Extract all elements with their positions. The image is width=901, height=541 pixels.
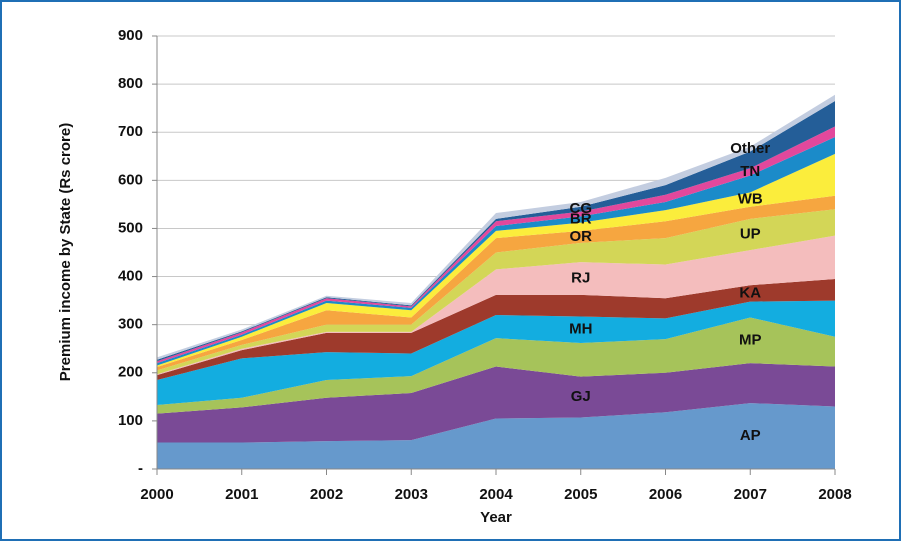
y-tick-label: 600 xyxy=(118,171,143,188)
x-tick-label: 2002 xyxy=(310,486,343,503)
area xyxy=(157,300,835,406)
x-tick-label: 2003 xyxy=(395,486,428,503)
x-tick-label: 2001 xyxy=(225,486,258,503)
area xyxy=(157,363,835,443)
series-label: MH xyxy=(569,321,592,338)
y-tick-label: 300 xyxy=(118,316,143,333)
area xyxy=(157,403,835,469)
series-label: BR xyxy=(570,211,592,228)
x-tick-label: 2000 xyxy=(140,486,173,503)
y-tick-label: 900 xyxy=(118,27,143,44)
x-axis-title: Year xyxy=(480,509,512,526)
series-label: AP xyxy=(740,427,761,444)
series-label: GJ xyxy=(571,388,591,405)
area xyxy=(157,278,835,380)
x-tick-label: 2005 xyxy=(564,486,597,503)
series-label: KA xyxy=(739,284,761,301)
x-tick-label: 2008 xyxy=(818,486,851,503)
series-label: Other xyxy=(730,140,770,157)
y-tick-label: 800 xyxy=(118,75,143,92)
y-tick-label: 500 xyxy=(118,219,143,236)
series-label: CG xyxy=(570,200,593,217)
area xyxy=(157,317,835,414)
x-tick-label: 2007 xyxy=(734,486,767,503)
series-label: WB xyxy=(738,191,763,208)
series-label: TN xyxy=(740,163,760,180)
series-label: MP xyxy=(739,331,762,348)
area xyxy=(157,195,835,371)
y-tick-label: 400 xyxy=(118,268,143,285)
area xyxy=(157,209,835,375)
area xyxy=(157,235,835,376)
y-tick-label: 700 xyxy=(118,123,143,140)
x-tick-label: 2006 xyxy=(649,486,682,503)
y-tick-label: 200 xyxy=(118,364,143,381)
series-label: OR xyxy=(570,228,593,245)
x-tick-label: 2004 xyxy=(479,486,513,503)
series-label: UP xyxy=(740,225,761,242)
series-label: RJ xyxy=(571,269,590,286)
area xyxy=(157,126,835,364)
y-tick-label: - xyxy=(138,460,143,477)
y-tick-label: 100 xyxy=(118,412,143,429)
y-axis-title: Premium income by State (Rs crore) xyxy=(57,123,74,381)
